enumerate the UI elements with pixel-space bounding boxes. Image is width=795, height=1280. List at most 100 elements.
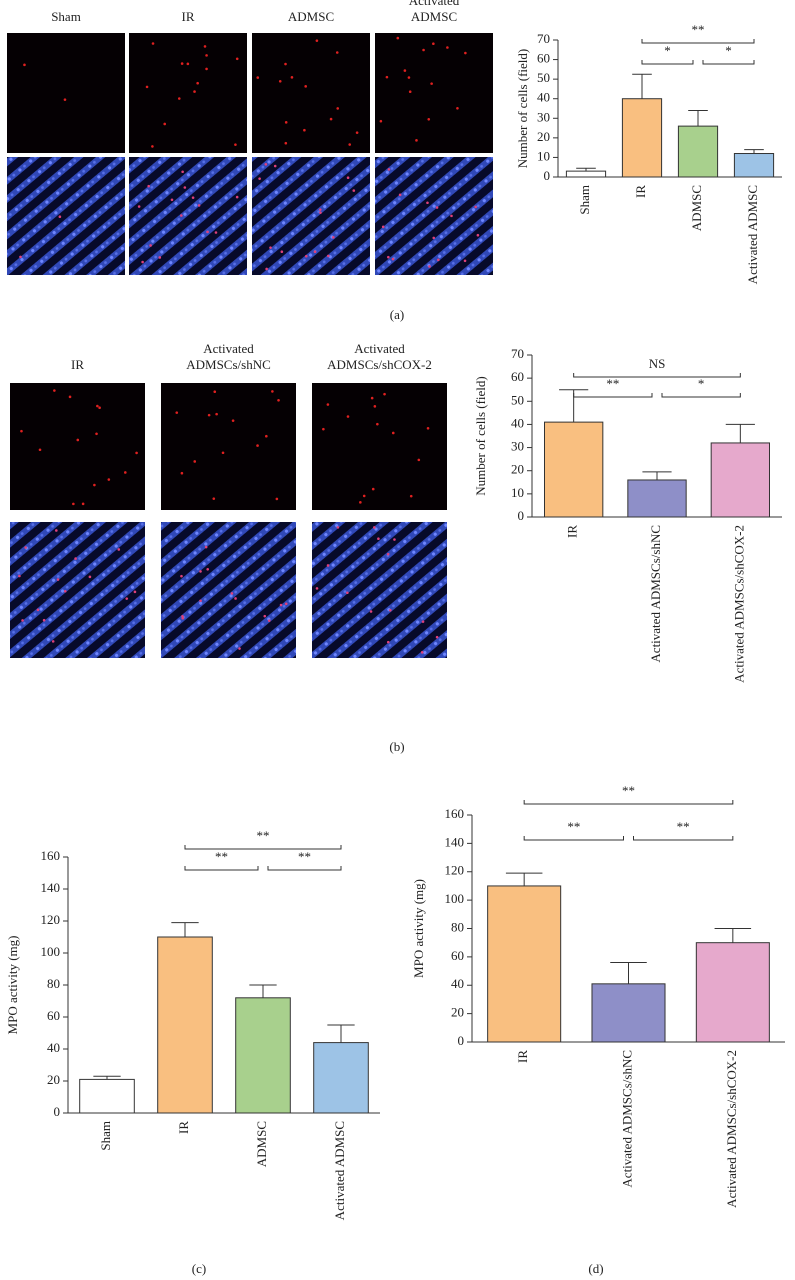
- cell-dot: [55, 529, 58, 532]
- y-tick-label: 20: [451, 1005, 464, 1020]
- cell-dot: [56, 578, 60, 581]
- cell-dot: [446, 46, 449, 49]
- stain-image: [7, 33, 125, 153]
- cell-dot: [191, 196, 195, 199]
- significance-label: **: [257, 828, 270, 843]
- cell-dot: [420, 651, 424, 654]
- cell-dot: [362, 494, 366, 498]
- cell-dot: [177, 97, 181, 100]
- y-tick-label: 50: [511, 392, 524, 407]
- cell-dot: [125, 597, 129, 600]
- cell-dot: [175, 411, 179, 414]
- bar: [627, 479, 687, 518]
- cell-dot: [327, 254, 330, 258]
- cell-dot: [422, 48, 425, 52]
- significance-label: *: [664, 43, 671, 58]
- cell-dot: [234, 597, 237, 600]
- image-heading: Activated: [354, 341, 405, 356]
- cell-dot: [326, 564, 330, 567]
- significance-label: **: [606, 376, 619, 391]
- stain-image: [252, 33, 370, 153]
- cell-dot: [280, 250, 284, 253]
- y-tick-label: 70: [537, 31, 550, 46]
- cell-dot: [72, 502, 75, 506]
- cell-dot: [315, 587, 319, 590]
- cell-dot: [147, 184, 150, 188]
- cell-dot: [42, 618, 46, 622]
- y-tick-label: 60: [451, 948, 464, 963]
- y-tick-label: 40: [47, 1040, 60, 1055]
- cell-dot: [396, 36, 400, 40]
- cell-dot: [124, 471, 127, 474]
- cell-dot: [214, 231, 218, 234]
- cell-dot: [63, 589, 67, 593]
- significance-bracket: [702, 60, 755, 65]
- cell-dot: [76, 438, 80, 442]
- cell-dot: [206, 567, 210, 571]
- bar: [695, 942, 770, 1043]
- image-heading: ADMSCs/shCOX-2: [327, 357, 432, 372]
- y-tick-label: 40: [451, 976, 464, 991]
- significance-bracket: [661, 393, 741, 398]
- cell-dot: [463, 259, 467, 263]
- stain-image: [161, 383, 296, 510]
- y-tick-label: 80: [451, 919, 464, 934]
- cell-dot: [313, 250, 317, 254]
- x-tick-label: ADMSC: [254, 1121, 269, 1167]
- cell-dot: [213, 390, 217, 394]
- cell-dot: [381, 225, 385, 229]
- panel-label: (a): [390, 307, 404, 322]
- significance-label: NS: [649, 356, 666, 371]
- cell-dot: [53, 389, 56, 392]
- x-tick-label: ADMSC: [689, 185, 704, 231]
- cell-dot: [265, 434, 268, 438]
- image-heading: Activated: [409, 0, 460, 8]
- cell-dot: [318, 208, 322, 211]
- image-heading: Sham: [51, 9, 81, 24]
- cell-dot: [88, 575, 92, 579]
- cell-dot: [38, 448, 42, 452]
- y-tick-label: 160: [445, 806, 465, 821]
- cell-dot: [203, 45, 207, 48]
- y-tick-label: 30: [511, 439, 524, 454]
- y-tick-label: 20: [511, 462, 524, 477]
- y-tick-label: 120: [41, 912, 61, 927]
- y-axis-label: MPO activity (mg): [5, 936, 20, 1035]
- cell-dot: [264, 162, 268, 166]
- bar: [313, 1042, 369, 1114]
- y-tick-label: 100: [41, 944, 61, 959]
- cell-dot: [263, 614, 267, 618]
- x-tick-label: Activated ADMSCs/shNC: [619, 1050, 634, 1188]
- x-tick-label: IR: [565, 525, 580, 538]
- significance-label: **: [567, 819, 580, 834]
- cell-dot: [163, 122, 167, 126]
- cell-dot: [117, 548, 121, 551]
- cell-dot: [269, 246, 272, 249]
- cell-dot: [403, 69, 407, 72]
- y-tick-label: 100: [445, 891, 465, 906]
- y-tick-label: 20: [47, 1072, 60, 1087]
- cell-dot: [205, 54, 208, 57]
- y-tick-label: 70: [511, 346, 524, 361]
- cell-dot: [212, 497, 216, 500]
- bar: [565, 170, 607, 178]
- cell-dot: [256, 76, 260, 79]
- cell-dot: [284, 121, 288, 124]
- cell-dot: [256, 444, 259, 447]
- image-heading: ADMSC: [288, 9, 334, 24]
- significance-bracket: [184, 866, 259, 871]
- y-tick-label: 0: [54, 1104, 61, 1119]
- y-axis-label: MPO activity (mg): [411, 879, 426, 978]
- cell-dot: [181, 615, 184, 618]
- cell-dot: [193, 90, 196, 93]
- cell-dot: [304, 254, 308, 258]
- cell-dot: [346, 591, 349, 595]
- cell-dot: [376, 422, 379, 426]
- y-tick-label: 60: [47, 1008, 60, 1023]
- cell-dot: [221, 451, 225, 455]
- significance-bracket: [641, 60, 694, 65]
- cell-dot: [409, 494, 413, 498]
- cell-dot: [426, 201, 429, 205]
- cell-dot: [304, 85, 307, 88]
- cell-dot: [180, 574, 183, 578]
